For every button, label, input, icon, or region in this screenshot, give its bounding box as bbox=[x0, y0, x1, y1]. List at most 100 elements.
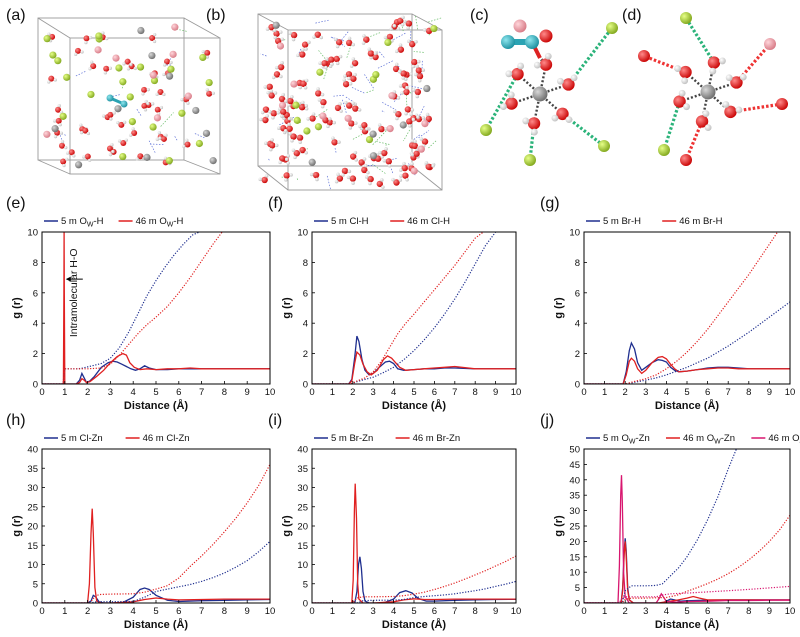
hydrogen-atom bbox=[101, 31, 105, 35]
oxygen-atom bbox=[68, 149, 75, 156]
hydrogen-atom bbox=[53, 78, 57, 82]
plot-frame bbox=[583, 231, 791, 385]
x-tick-label: 9 bbox=[493, 606, 498, 617]
hydrogen-atom bbox=[410, 139, 415, 143]
x-axis-label: Distance (Å) bbox=[124, 618, 189, 631]
counter-ion bbox=[388, 92, 396, 100]
hydrogen-atom bbox=[412, 88, 416, 92]
oxygen-atom bbox=[395, 111, 402, 118]
oxygen-atom bbox=[268, 92, 275, 99]
hydrogen-atom bbox=[309, 172, 314, 177]
series-group bbox=[584, 449, 790, 603]
legend-label: 5 m OW-Zn bbox=[603, 433, 650, 446]
y-tick-label: 10 bbox=[27, 560, 38, 571]
oxygen-atom bbox=[296, 134, 304, 141]
hydrogen-atom bbox=[337, 140, 341, 144]
hydrogen-atom bbox=[331, 136, 335, 140]
oxygen-atom bbox=[48, 75, 55, 82]
hydrogen-atom bbox=[368, 181, 372, 186]
hydrogen-atom bbox=[354, 158, 358, 162]
hydrogen-atom bbox=[307, 40, 311, 45]
series-line bbox=[312, 555, 516, 603]
oxygen-atom bbox=[184, 141, 191, 148]
legend-label: 5 m Cl-Zn bbox=[61, 433, 103, 444]
hydrogen-atom bbox=[394, 62, 399, 67]
hydrogen-atom bbox=[265, 27, 270, 31]
hydrogen-atom bbox=[90, 60, 94, 64]
hydrogen-atom bbox=[110, 143, 114, 147]
hydrogen-atom bbox=[410, 108, 415, 112]
hydrogen-atom bbox=[396, 96, 401, 100]
hydrogen-atom bbox=[683, 103, 690, 111]
oxygen-atom bbox=[273, 71, 281, 78]
hydrogen-atom bbox=[362, 34, 366, 38]
hydrogen-atom bbox=[409, 72, 413, 76]
x-axis-label: Distance (Å) bbox=[124, 399, 189, 412]
halide-ion bbox=[365, 135, 374, 144]
hydrogen-atom bbox=[551, 114, 559, 122]
hydrogen-atom bbox=[273, 35, 277, 40]
y-tick-label: 50 bbox=[569, 445, 580, 456]
oxygen-atom bbox=[160, 135, 167, 142]
panel-label: (g) bbox=[540, 195, 560, 212]
hydrogen-atom bbox=[417, 59, 421, 64]
hydrogen-atom bbox=[79, 130, 84, 135]
hydrogen-atom bbox=[312, 35, 316, 39]
legend-item: 46 m OW-Zn bbox=[665, 433, 735, 446]
series-line bbox=[42, 540, 270, 603]
hydrogen-atom bbox=[287, 116, 292, 121]
hydrogen-atom bbox=[400, 22, 405, 27]
hydrogen-atom bbox=[159, 105, 164, 110]
y-tick-label: 25 bbox=[27, 502, 38, 513]
hydrogen-atom bbox=[320, 92, 325, 97]
legend-label: 46 m Oace-Zn bbox=[768, 433, 800, 446]
halide-ion bbox=[199, 53, 207, 62]
x-axis-label: Distance (Å) bbox=[655, 618, 720, 631]
hydrogen-atom bbox=[709, 67, 717, 75]
hydrogen-bond bbox=[405, 94, 408, 109]
x-tick-label: 6 bbox=[432, 606, 437, 617]
hydrogen-atom bbox=[346, 175, 351, 180]
oxygen-atom bbox=[299, 146, 306, 154]
y-tick-label: 6 bbox=[33, 288, 38, 299]
oxygen-atom bbox=[349, 153, 357, 160]
hydrogen-atom bbox=[289, 173, 293, 177]
oxygen-atom bbox=[283, 172, 290, 179]
hydrogen-atom bbox=[505, 70, 513, 78]
counter-ion bbox=[43, 130, 51, 138]
hydrogen-atom bbox=[424, 161, 429, 165]
hydrogen-atom bbox=[414, 39, 418, 44]
oxygen-atom bbox=[141, 86, 148, 93]
hydrogen-atom bbox=[112, 111, 116, 115]
x-tick-label: 1 bbox=[602, 387, 607, 398]
y-tick-label: 30 bbox=[297, 483, 308, 494]
zn-coordination-46m bbox=[638, 12, 788, 166]
panel-label: (h) bbox=[6, 412, 26, 429]
halide-ion bbox=[54, 57, 62, 65]
oxygen-atom bbox=[413, 150, 420, 157]
x-tick-label: 0 bbox=[581, 387, 586, 398]
y-tick-label: 8 bbox=[303, 258, 308, 269]
oxygen-atom bbox=[397, 46, 405, 53]
oxygen-atom bbox=[120, 139, 127, 146]
hydrogen-atom bbox=[325, 57, 329, 61]
halide-ion bbox=[524, 154, 536, 166]
hydrogen-atom bbox=[338, 54, 343, 59]
oxygen-atom bbox=[278, 95, 286, 103]
halide-ion bbox=[372, 71, 380, 79]
zinc-ion bbox=[399, 121, 407, 129]
hydrogen-bond bbox=[268, 158, 271, 162]
hydrogen-atom bbox=[290, 139, 294, 143]
x-tick-label: 2 bbox=[350, 387, 355, 398]
y-tick-label: 35 bbox=[297, 464, 308, 475]
y-tick-label: 20 bbox=[27, 522, 38, 533]
simulation-box-5m bbox=[37, 17, 221, 175]
zinc-ion bbox=[74, 161, 83, 169]
oxygen-atom bbox=[269, 142, 276, 149]
series-line bbox=[584, 475, 790, 603]
legend-item: 46 m Cl-H bbox=[390, 216, 450, 227]
oxygen-atom bbox=[405, 20, 413, 27]
hydrogen-bond bbox=[109, 94, 122, 98]
hydrogen-atom bbox=[79, 123, 83, 127]
series-line bbox=[312, 350, 516, 384]
